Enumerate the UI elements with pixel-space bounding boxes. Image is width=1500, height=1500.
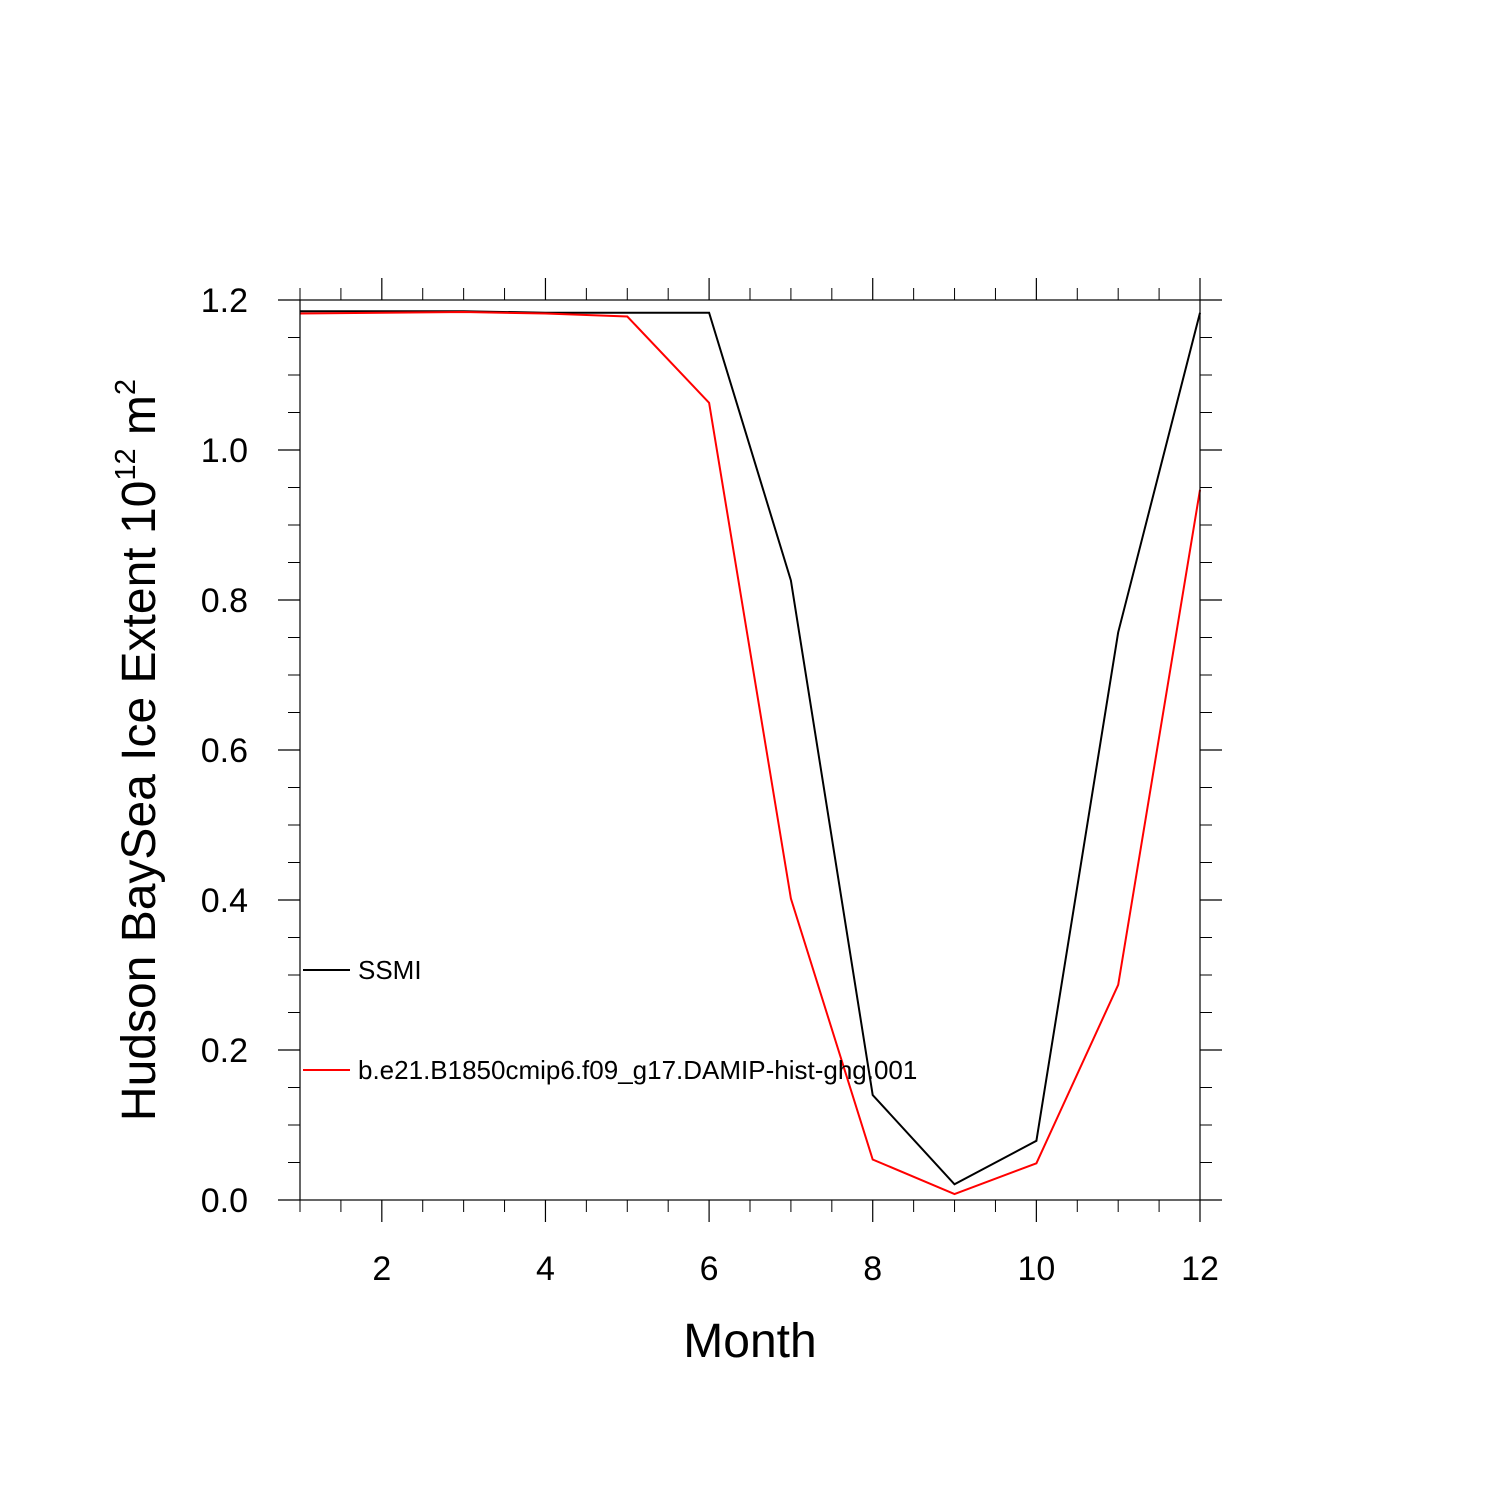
x-tick-label: 12	[1181, 1250, 1219, 1288]
legend-label-1: SSMI	[358, 955, 422, 985]
legend-label-2: b.e21.B1850cmip6.f09_g17.DAMIP-hist-ghg.…	[358, 1055, 917, 1085]
y-tick-label: 1.2	[201, 282, 248, 320]
x-tick-label: 4	[536, 1250, 555, 1288]
plot-frame	[299, 299, 1201, 1201]
major-ticks	[278, 278, 1222, 1222]
y-tick-label: 0.6	[201, 732, 248, 770]
series-line-2	[299, 310, 1201, 1196]
minor-ticks	[288, 288, 1212, 1212]
y-tick-label: 1.0	[201, 432, 248, 470]
y-tick-label: 0.4	[201, 882, 248, 920]
x-tick-label: 8	[863, 1250, 882, 1288]
y-axis-title-unit: m	[113, 395, 166, 448]
y-tick-label: 0.2	[201, 1032, 248, 1070]
y-axis-title: Hudson BaySea Ice Extent 1012 m2	[110, 379, 166, 1121]
y-tick-label: 0.8	[201, 582, 248, 620]
x-tick-label: 10	[1017, 1250, 1055, 1288]
y-axis-title-unit-exponent: 2	[110, 379, 142, 395]
x-axis-title: Month	[683, 1315, 816, 1368]
x-tick-labels: 2 4 6 8 10 12	[372, 1250, 1219, 1288]
series-lines	[299, 310, 1201, 1196]
series-line-1	[300, 310, 1201, 1186]
y-tick-labels: 0.0 0.2 0.4 0.6 0.8 1.0 1.2	[201, 282, 248, 1220]
x-tick-label: 2	[372, 1250, 391, 1288]
x-tick-label: 6	[700, 1250, 719, 1288]
y-tick-label: 0.0	[201, 1182, 248, 1220]
y-axis-title-exponent: 12	[110, 448, 142, 480]
legend: SSMI b.e21.B1850cmip6.f09_g17.DAMIP-hist-…	[303, 955, 917, 1085]
y-axis-title-main: Hudson BaySea Ice Extent 10	[113, 481, 166, 1121]
